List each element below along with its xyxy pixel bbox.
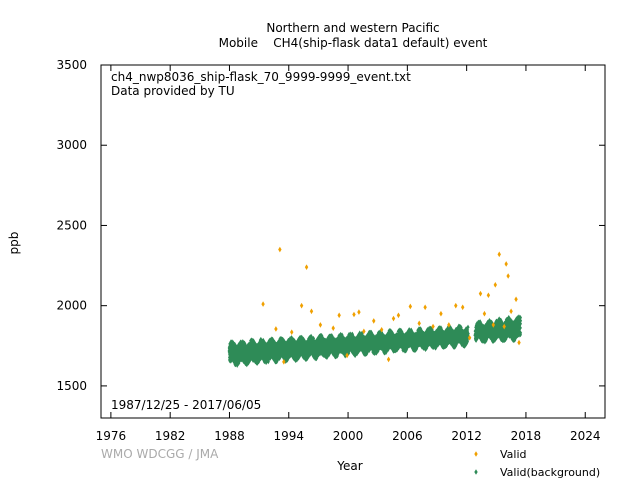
legend-label-valid: Valid (500, 448, 527, 461)
valid-point (454, 302, 458, 309)
y-axis-label: ppb (7, 232, 21, 255)
x-tick-label: 2012 (451, 429, 482, 443)
valid-point (261, 301, 265, 307)
valid-point (318, 322, 323, 328)
valid-point (331, 325, 335, 331)
valid-point (372, 318, 376, 324)
x-axis-label: Year (336, 459, 362, 473)
x-tick-label: 2000 (333, 429, 364, 443)
series-valid-background (227, 314, 523, 368)
valid-point (493, 282, 498, 288)
valid-point (304, 264, 309, 270)
valid-point (431, 323, 435, 330)
legend-marker-valid-background (474, 469, 478, 475)
y-tick-label: 1500 (56, 379, 87, 393)
valid-point (506, 273, 510, 279)
valid-point (502, 323, 506, 330)
valid-point (278, 246, 282, 253)
x-axis: 1976 1982 1988 1994 2000 2006 2012 2018 2024 (96, 65, 601, 443)
x-tick-label: 2024 (570, 429, 601, 443)
legend: Valid Valid(background) (474, 448, 600, 479)
y-tick-label: 2500 (56, 218, 87, 232)
valid-point (357, 309, 361, 315)
valid-point (362, 328, 366, 335)
valid-point (337, 312, 341, 319)
valid-point (309, 308, 314, 315)
legend-label-valid-background: Valid(background) (500, 466, 600, 479)
x-tick-label: 1982 (155, 429, 186, 443)
series-valid (261, 246, 521, 365)
valid-point (478, 290, 483, 297)
x-tick-label: 1994 (273, 429, 304, 443)
y-axis: 1500 2000 2500 3000 3500 (56, 58, 605, 393)
y-tick-label: 3500 (56, 58, 87, 72)
legend-marker-valid (474, 451, 478, 457)
y-tick-label: 3000 (56, 138, 87, 152)
valid-point (299, 302, 304, 309)
valid-point (274, 326, 278, 332)
valid-point (517, 339, 521, 346)
valid-point (460, 304, 465, 311)
valid-point (386, 356, 391, 363)
background-point-cloud (227, 323, 470, 368)
valid-point (514, 296, 518, 303)
valid-point (345, 352, 349, 359)
valid-point (396, 312, 401, 319)
plot-frame (100, 64, 606, 419)
x-tick-label: 2018 (511, 429, 542, 443)
valid-point (491, 322, 496, 328)
annotation-period: 1987/12/25 - 2017/06/05 (111, 398, 261, 412)
x-tick-label: 1988 (214, 429, 245, 443)
valid-point (290, 329, 294, 335)
annotation-file: ch4_nwp8036_ship-flask_70_9999-9999_even… (111, 70, 411, 84)
y-tick-label: 2000 (56, 299, 87, 313)
valid-point (504, 261, 508, 267)
valid-point (467, 334, 472, 341)
valid-point (423, 304, 427, 311)
valid-point (391, 315, 396, 322)
valid-point (282, 359, 286, 365)
chart-title: Northern and western Pacific (266, 21, 439, 35)
x-tick-label: 2006 (392, 429, 423, 443)
chart-subtitle: Mobile CH4(ship-flask data1 default) eve… (219, 36, 488, 50)
valid-point (379, 326, 384, 333)
background-point-cloud (473, 314, 523, 345)
annotation-provider: Data provided by TU (111, 84, 235, 98)
valid-point (417, 320, 421, 327)
x-tick-label: 1976 (96, 429, 127, 443)
credit-text: WMO WDCGG / JMA (101, 447, 219, 461)
valid-point (408, 303, 413, 310)
valid-point (439, 310, 443, 317)
valid-point (486, 292, 491, 299)
valid-point (482, 310, 487, 317)
valid-point (509, 308, 513, 315)
valid-point (497, 251, 501, 258)
valid-point (447, 322, 451, 328)
valid-point (352, 311, 356, 318)
